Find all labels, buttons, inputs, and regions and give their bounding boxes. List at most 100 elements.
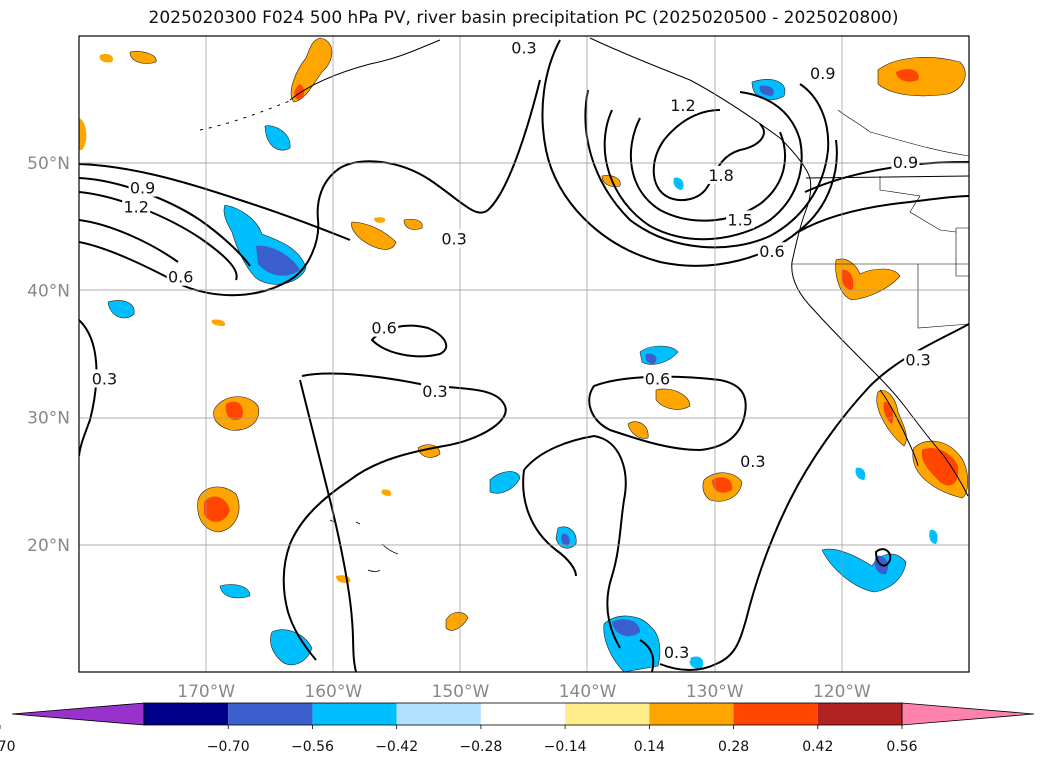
precip-area [204, 496, 230, 522]
x-tick-label: 170°W [177, 682, 235, 702]
precip-area [712, 477, 733, 493]
x-tick-label: 130°W [686, 682, 744, 702]
colorbar-segment [649, 703, 734, 725]
colorbar-tick-label: 0.28 [718, 739, 749, 755]
precip-area [921, 447, 959, 486]
contour-label: 0.9 [130, 179, 155, 198]
precip-area [689, 656, 704, 669]
contour-label: 0.6 [168, 268, 193, 287]
precip-area [270, 629, 313, 666]
contour-label-bg [128, 178, 157, 197]
contour-label-bg [166, 267, 195, 286]
precip-area [561, 533, 570, 546]
contour-label-bg [707, 165, 736, 184]
colorbar-tick-label: −0.70 [207, 739, 250, 755]
colorbar-segment [144, 703, 229, 725]
precip-area [107, 300, 135, 319]
y-tick-label: 20°N [27, 536, 70, 556]
contour-label: 0.3 [664, 643, 689, 662]
precip-area [264, 125, 291, 151]
contour-label: 0.6 [759, 242, 784, 261]
contour-label: 0.9 [810, 64, 835, 83]
precip-area [79, 118, 87, 150]
precip-area [929, 529, 938, 544]
colorbar-tick-label: −0.14 [544, 739, 587, 755]
pv-contours [79, 39, 969, 672]
contour-label-bg [510, 38, 538, 57]
contour-label: 1.5 [727, 210, 752, 229]
precip-area [612, 619, 640, 637]
precip-area [489, 471, 521, 494]
contour-label-bg [643, 369, 672, 388]
contour-label-bg [90, 369, 119, 388]
chart-title: 2025020300 F024 500 hPa PV, river basin … [148, 8, 899, 28]
contour-label: 0.3 [905, 350, 930, 369]
colorbar-extend-min [11, 702, 145, 726]
colorbar-segment [733, 703, 818, 725]
colorbar-tick-label: 0.14 [634, 739, 665, 755]
contour-label: 0.3 [740, 452, 765, 471]
colorbar-segment [312, 703, 397, 725]
x-tick-label: 160°W [304, 682, 362, 702]
contour-label-bg [904, 350, 933, 369]
x-axis-ticks: 170°W 160°W 150°W 140°W 130°W 120°W [177, 682, 871, 702]
contour-label-bg [440, 229, 469, 248]
colorbar-tick-label: 0.70 [0, 739, 16, 755]
y-tick-label: 30°N [27, 409, 70, 429]
contour-label: 0.3 [92, 369, 117, 388]
colorbar-tick-label: −0.28 [459, 739, 502, 755]
y-tick-label: 50°N [27, 154, 70, 174]
precip-area [445, 611, 469, 631]
colorbar-segment [565, 703, 650, 725]
contour-label: 0.6 [645, 369, 670, 388]
contour-label-bg [662, 642, 691, 661]
colorbar: −0.70 −0.56 −0.42 −0.28 −0.14 0.14 0.28 0.42 0.5… [0, 702, 1035, 755]
precip-area [403, 218, 423, 230]
x-tick-label: 150°W [432, 682, 490, 702]
precip-area [655, 388, 691, 410]
precip-area [645, 353, 657, 364]
precip-area [99, 53, 114, 63]
colorbar-segment [817, 703, 902, 725]
contour-label-bg [668, 95, 697, 114]
precip-area [129, 51, 157, 64]
x-tick-label: 140°W [559, 682, 617, 702]
precip-area [841, 269, 854, 290]
contour-label-bg [370, 318, 399, 337]
precip-area [759, 85, 775, 96]
contour-label: 0.3 [422, 382, 447, 401]
plot-area [79, 36, 969, 672]
precip-area [211, 319, 226, 326]
precip-area [374, 217, 386, 223]
contour-label-bg [738, 452, 767, 471]
colorbar-segment [396, 703, 481, 725]
colorbar-tick-label: 0.42 [802, 739, 833, 755]
y-axis-ticks: 50°N 40°N 30°N 20°N [27, 154, 70, 556]
x-tick-label: 120°W [813, 682, 871, 702]
contour-label: 1.2 [123, 198, 148, 217]
contour-label-bg [757, 242, 786, 261]
precip-area [225, 401, 243, 421]
precip-area [381, 489, 392, 496]
precip-area [896, 69, 919, 82]
precip-area [877, 57, 966, 97]
colorbar-segment [228, 703, 313, 725]
contour-labels: 0.30.91.21.81.50.90.60.91.20.30.60.60.30… [90, 38, 933, 662]
precip-area [351, 221, 397, 250]
precip-area [673, 177, 684, 190]
contour-label: 1.2 [670, 96, 695, 115]
contour-label: 1.8 [708, 166, 733, 185]
contour-label-bg [726, 210, 755, 229]
colorbar-segment [480, 703, 566, 725]
gridlines [79, 36, 969, 672]
precip-area [219, 584, 251, 599]
precip-area [855, 467, 866, 480]
colorbar-extend-max [901, 702, 1035, 726]
precip-area [294, 84, 305, 100]
contour-label: 0.3 [441, 230, 466, 249]
contour-label-bg [122, 197, 151, 216]
colorbar-tick-label: 0.56 [886, 739, 917, 755]
colorbar-tick-label: −0.56 [291, 739, 334, 755]
colorbar-frame [143, 702, 903, 726]
